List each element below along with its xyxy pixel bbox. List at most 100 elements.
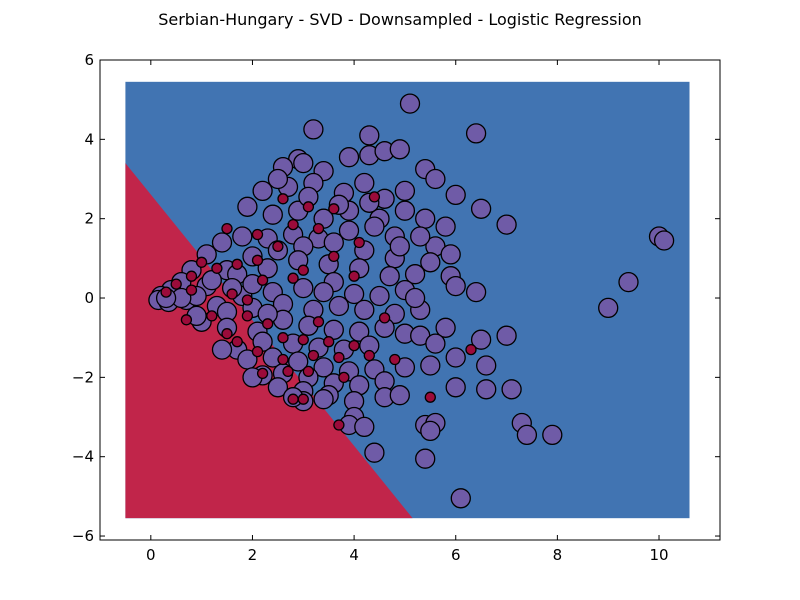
point-purple-136 bbox=[501, 379, 522, 400]
point-purple-84 bbox=[328, 295, 350, 317]
point-purple-150 bbox=[415, 448, 436, 469]
point-red-42 bbox=[312, 316, 325, 328]
point-purple-62 bbox=[323, 232, 344, 253]
x-tick-label: 0 bbox=[146, 546, 156, 564]
point-red-12 bbox=[185, 284, 198, 296]
point-purple-14 bbox=[445, 184, 466, 206]
x-tick-label: 4 bbox=[349, 546, 359, 564]
point-red-46 bbox=[333, 419, 345, 431]
point-red-48 bbox=[251, 228, 264, 241]
point-purple-149 bbox=[364, 442, 385, 463]
axes-border bbox=[99, 59, 721, 541]
point-purple-32 bbox=[415, 208, 436, 229]
point-purple-25 bbox=[237, 196, 258, 217]
point-purple-7 bbox=[389, 139, 410, 160]
point-purple-159 bbox=[389, 236, 410, 257]
point-purple-77 bbox=[293, 277, 314, 299]
point-red-38 bbox=[302, 365, 315, 378]
point-red-3 bbox=[251, 254, 264, 266]
y-tick-label: 0 bbox=[84, 289, 94, 307]
point-red-32 bbox=[307, 349, 320, 362]
point-purple-1 bbox=[303, 119, 324, 140]
point-purple-19 bbox=[354, 172, 375, 194]
point-purple-35 bbox=[440, 244, 461, 265]
point-red-37 bbox=[282, 365, 294, 378]
point-purple-4 bbox=[338, 147, 360, 168]
point-red-16 bbox=[287, 272, 299, 284]
point-red-40 bbox=[287, 393, 299, 405]
y-tick-label: −2 bbox=[72, 368, 94, 386]
point-purple-102 bbox=[496, 325, 517, 346]
point-purple-66 bbox=[379, 266, 400, 287]
point-purple-31 bbox=[394, 200, 416, 221]
point-red-51 bbox=[312, 222, 325, 235]
point-purple-83 bbox=[354, 299, 375, 321]
point-purple-24 bbox=[252, 180, 273, 202]
point-red-21 bbox=[206, 310, 218, 322]
point-purple-148 bbox=[542, 424, 563, 446]
y-tick-label: 6 bbox=[84, 51, 94, 69]
point-red-31 bbox=[277, 353, 289, 366]
point-red-27 bbox=[348, 339, 360, 352]
point-purple-40 bbox=[410, 226, 431, 247]
point-purple-79 bbox=[343, 283, 365, 305]
point-red-49 bbox=[221, 222, 233, 235]
chart-title: Serbian-Hungary - SVD - Downsampled - Lo… bbox=[158, 10, 642, 29]
point-purple-2 bbox=[465, 123, 487, 144]
point-red-19 bbox=[348, 270, 360, 282]
point-red-33 bbox=[333, 351, 345, 364]
point-red-18 bbox=[328, 250, 340, 263]
point-red-44 bbox=[424, 391, 436, 403]
y-tick-label: −6 bbox=[72, 527, 94, 545]
point-red-28 bbox=[221, 328, 233, 340]
point-red-11 bbox=[170, 278, 182, 290]
point-purple-135 bbox=[476, 379, 497, 400]
y-tick-label: 2 bbox=[84, 210, 94, 228]
point-red-8 bbox=[328, 203, 340, 215]
point-red-13 bbox=[226, 288, 238, 300]
point-purple-145 bbox=[420, 420, 441, 442]
point-red-14 bbox=[241, 294, 254, 306]
point-red-34 bbox=[363, 349, 375, 362]
point-red-22 bbox=[241, 310, 254, 322]
point-red-2 bbox=[231, 258, 243, 270]
point-red-15 bbox=[256, 274, 269, 286]
point-purple-134 bbox=[445, 377, 466, 398]
point-purple-120 bbox=[476, 355, 497, 376]
point-purple-13 bbox=[425, 168, 446, 190]
point-purple-147 bbox=[516, 424, 538, 446]
point-purple-165 bbox=[404, 287, 426, 309]
point-purple-96 bbox=[349, 321, 370, 342]
point-purple-0 bbox=[399, 93, 421, 114]
point-purple-155 bbox=[653, 230, 675, 251]
point-purple-42 bbox=[364, 216, 385, 237]
point-purple-101 bbox=[470, 329, 492, 350]
point-red-17 bbox=[297, 264, 309, 276]
point-purple-167 bbox=[313, 281, 334, 303]
data-points bbox=[148, 93, 675, 509]
point-red-39 bbox=[338, 371, 350, 384]
point-red-24 bbox=[277, 332, 289, 344]
y-tick-label: −4 bbox=[72, 448, 94, 466]
point-red-50 bbox=[368, 191, 381, 203]
point-purple-151 bbox=[450, 488, 471, 509]
x-tick-label: 8 bbox=[553, 546, 563, 564]
point-red-41 bbox=[297, 393, 309, 405]
point-red-43 bbox=[378, 312, 391, 324]
point-purple-43 bbox=[338, 220, 360, 241]
point-purple-16 bbox=[496, 214, 517, 235]
point-purple-133 bbox=[389, 385, 410, 406]
point-red-7 bbox=[302, 201, 315, 213]
point-purple-137 bbox=[313, 389, 334, 410]
point-purple-103 bbox=[425, 333, 446, 354]
point-purple-38 bbox=[445, 275, 466, 297]
point-purple-100 bbox=[435, 317, 456, 338]
point-red-26 bbox=[323, 336, 335, 348]
point-red-4 bbox=[272, 240, 284, 253]
point-red-9 bbox=[353, 236, 365, 249]
point-purple-17 bbox=[394, 180, 416, 202]
point-purple-118 bbox=[420, 355, 441, 376]
point-purple-142 bbox=[354, 416, 375, 438]
point-red-0 bbox=[195, 256, 208, 268]
point-red-35 bbox=[389, 353, 401, 366]
